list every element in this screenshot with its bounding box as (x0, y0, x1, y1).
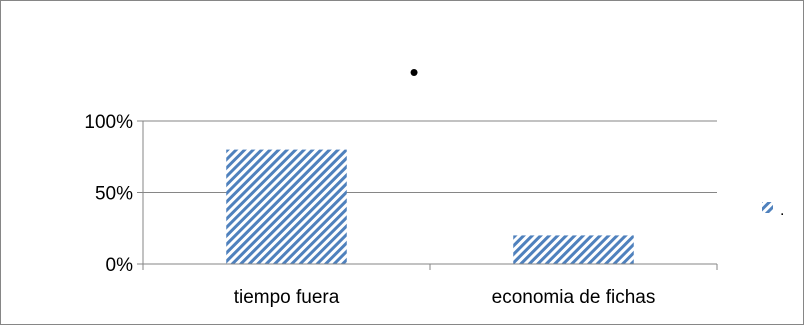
x-category-label: tiempo fuera (234, 287, 340, 308)
bar (513, 235, 634, 264)
legend: . (762, 202, 784, 219)
x-category-label: economia de fichas (492, 287, 656, 308)
bar (226, 149, 347, 264)
labels: 0% 50% 100% tiempo fuera economia de fichas (84, 112, 655, 308)
axes (137, 120, 718, 270)
y-tick-label: 0% (106, 255, 134, 276)
bars (226, 149, 634, 264)
legend-label: . (780, 202, 784, 219)
chart-title: • (409, 57, 418, 87)
y-tick-label: 100% (84, 112, 133, 133)
y-tick-label: 50% (95, 184, 133, 205)
legend-swatch (762, 202, 773, 213)
